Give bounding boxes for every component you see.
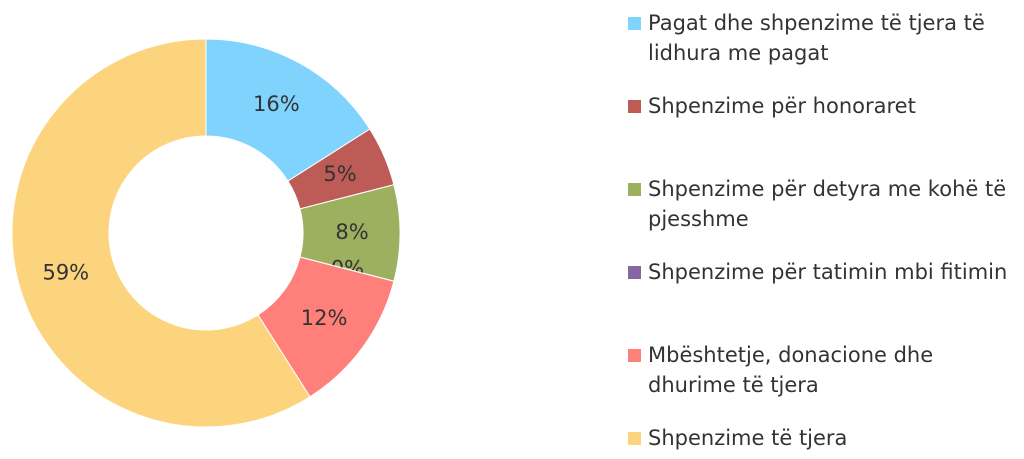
legend-label: Shpenzime për honoraret: [648, 94, 916, 118]
legend-label: Shpenzime për tatimin mbi fitimin: [648, 260, 1008, 284]
legend-swatch: [628, 266, 641, 279]
legend-label: Shpenzime për detyra me kohë të pjesshme: [648, 177, 1007, 231]
chart: 16%5%8%0%12%59%: [11, 38, 401, 428]
legend-label: Pagat dhe shpenzime të tjera të lidhura …: [648, 11, 985, 65]
legend-item: Shpenzime për detyra me kohë të pjesshme: [628, 174, 1018, 234]
legend-swatch: [628, 432, 641, 445]
legend-swatch: [628, 17, 641, 30]
donut-slice: [205, 38, 371, 182]
data-label: 59%: [42, 261, 89, 285]
legend-swatch: [628, 349, 641, 362]
data-label: 12%: [301, 306, 348, 330]
legend-swatch: [628, 183, 641, 196]
donut-slice: [11, 38, 311, 428]
legend-label: Mbështetje, donacione dhe dhurime të tje…: [648, 343, 934, 397]
legend-item: Shpenzime për tatimin mbi fitimin: [628, 257, 1018, 287]
legend-item: Shpenzime për honoraret: [628, 91, 1018, 121]
legend-item: Pagat dhe shpenzime të tjera të lidhura …: [628, 8, 1018, 68]
data-label: 5%: [323, 162, 356, 186]
data-label: 8%: [335, 220, 368, 244]
legend-swatch: [628, 100, 641, 113]
legend-item: Mbështetje, donacione dhe dhurime të tje…: [628, 340, 1018, 400]
legend-item: Shpenzime të tjera: [628, 423, 1018, 453]
data-label: 16%: [253, 92, 300, 116]
legend-label: Shpenzime të tjera: [648, 426, 848, 450]
